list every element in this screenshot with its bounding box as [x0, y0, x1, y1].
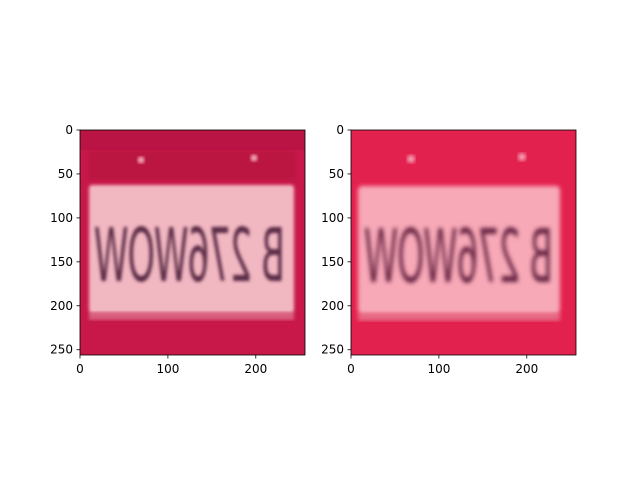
y-tick-label-right: 50	[329, 167, 344, 181]
plate-body-left	[89, 185, 294, 313]
axes-frame-right	[350, 129, 577, 356]
plate-text-left: B 276WOW	[95, 213, 285, 299]
y-tick-label-left: 100	[50, 211, 73, 225]
x-tick-label-left: 100	[156, 362, 179, 376]
y-tick-label-left: 150	[50, 255, 73, 269]
y-tick-label-right: 100	[321, 211, 344, 225]
y-tick-label-left: 250	[50, 343, 73, 357]
axes-left: 0 100 200 0 50 100 150 200 250	[50, 123, 306, 376]
x-tick-label-right: 0	[347, 362, 355, 376]
axes-right: 0 100 200 0 50 100 150 200 250	[321, 123, 577, 376]
x-tick-label-left: 0	[76, 362, 84, 376]
y-tick-label-left: 0	[65, 123, 73, 137]
plate-body-right	[358, 186, 560, 314]
plate-text-right: B 276WOW	[365, 214, 553, 300]
y-tick-label-left: 200	[50, 299, 73, 313]
x-tick-label-right: 200	[515, 362, 538, 376]
y-tick-label-right: 250	[321, 343, 344, 357]
y-tick-label-left: 50	[58, 167, 73, 181]
x-tick-label-right: 100	[427, 362, 450, 376]
y-tick-label-right: 0	[336, 123, 344, 137]
y-tick-label-right: 150	[321, 255, 344, 269]
plate-image-panel-right: B 276WOW	[351, 130, 576, 355]
axes-frame-left	[79, 129, 306, 356]
x-tick-label-left: 200	[244, 362, 267, 376]
y-tick-label-right: 200	[321, 299, 344, 313]
plate-image-panel-left: B 276WOW	[80, 130, 305, 355]
